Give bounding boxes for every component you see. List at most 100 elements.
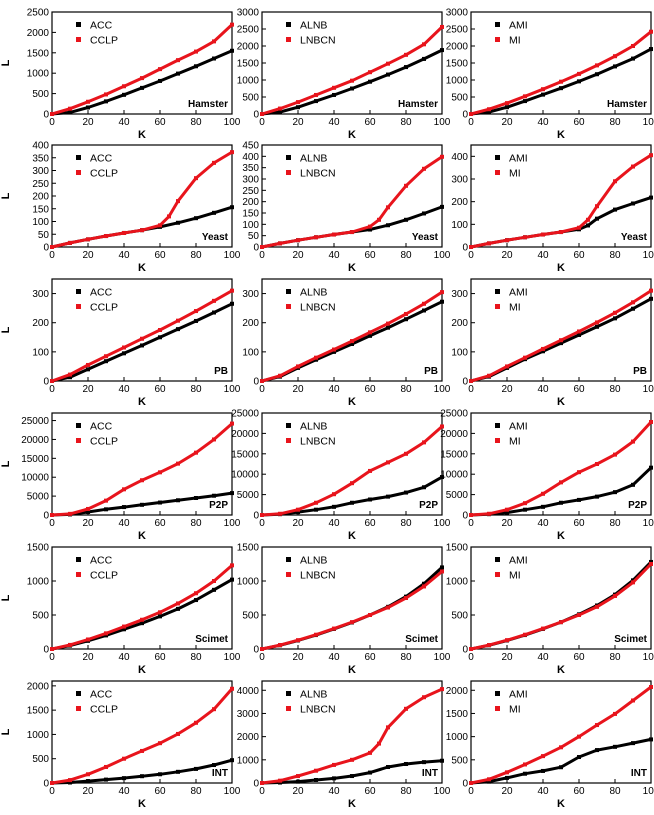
x-tick-label: 0 <box>49 384 55 395</box>
x-tick-label: 60 <box>364 117 376 128</box>
x-tick-label: 20 <box>292 384 304 395</box>
x-tick-label: 0 <box>259 384 265 395</box>
data-point <box>176 71 180 76</box>
data-point <box>332 776 336 781</box>
y-tick-label: 400 <box>32 141 49 152</box>
y-tick-label: 1500 <box>27 706 50 717</box>
y-tick-label: 10000 <box>440 470 468 481</box>
x-tick-label: 100 <box>224 518 241 529</box>
y-tick-label: 2000 <box>27 28 50 39</box>
data-point <box>86 99 90 104</box>
x-tick-label: 100 <box>643 384 654 395</box>
data-point <box>68 106 72 111</box>
y-tick-label: 500 <box>242 93 259 104</box>
data-point <box>212 210 216 215</box>
data-point <box>158 741 162 746</box>
y-tick-label: 1000 <box>237 755 260 766</box>
legend-marker <box>286 706 291 711</box>
series-line <box>50 150 234 249</box>
data-point <box>122 756 126 761</box>
data-point <box>230 686 234 691</box>
data-point <box>50 647 54 651</box>
x-tick-label: 20 <box>82 250 94 261</box>
x-tick-label: 20 <box>501 250 513 261</box>
y-tick-label: 0 <box>462 110 468 121</box>
dataset-label: Yeast <box>412 232 439 243</box>
data-point <box>595 494 599 499</box>
x-tick-label: 20 <box>501 117 513 128</box>
dataset-label: INT <box>631 768 647 779</box>
data-point <box>422 695 426 700</box>
data-point <box>278 511 282 516</box>
data-point <box>368 750 372 755</box>
data-point <box>595 216 599 221</box>
data-point <box>167 214 171 219</box>
legend-label: ALNB <box>300 555 327 567</box>
series-line <box>260 155 444 249</box>
x-axis-title: K <box>138 262 146 274</box>
data-point <box>176 769 180 774</box>
data-point <box>194 450 198 455</box>
y-tick-label: 2500 <box>237 25 260 36</box>
y-tick-label: 20000 <box>231 429 259 440</box>
y-tick-label: 2500 <box>27 8 50 19</box>
data-point <box>523 99 527 104</box>
data-point <box>559 480 563 485</box>
y-tick-label: 0 <box>43 377 49 388</box>
data-point <box>440 475 444 480</box>
legend-marker <box>495 706 500 711</box>
plot-frame <box>51 11 233 115</box>
data-point <box>368 770 372 775</box>
data-point <box>86 367 90 372</box>
dataset-label: P2P <box>209 500 228 511</box>
plot-frame <box>470 546 652 650</box>
x-tick-label: 80 <box>190 384 202 395</box>
y-tick-label: 1000 <box>446 732 469 743</box>
legend-label: ALNB <box>300 421 327 433</box>
data-point <box>122 487 126 492</box>
data-point <box>260 379 264 383</box>
y-tick-label: 2000 <box>237 42 260 53</box>
legend-label: MI <box>509 704 521 716</box>
dataset-label: Yeast <box>621 232 648 243</box>
data-point <box>595 462 599 466</box>
data-point <box>422 485 426 490</box>
data-point <box>386 72 390 77</box>
legend-label: CCLP <box>90 35 118 47</box>
x-tick-label: 0 <box>49 250 55 261</box>
x-tick-label: 0 <box>259 652 265 663</box>
x-tick-label: 80 <box>609 786 621 797</box>
data-point <box>140 502 144 507</box>
x-tick-label: 80 <box>400 117 412 128</box>
y-tick-label: 1500 <box>237 59 260 70</box>
data-point <box>368 468 372 473</box>
data-point <box>649 153 653 158</box>
y-tick-label: 300 <box>32 166 49 177</box>
data-point <box>350 78 354 83</box>
data-point <box>505 364 509 369</box>
data-point <box>422 301 426 306</box>
data-point <box>332 504 336 509</box>
y-axis-title: L <box>0 728 12 735</box>
x-tick-label: 0 <box>259 786 265 797</box>
chart-panel: 0 500 1000 1500 0 20 40 60 80 100 K L ACC CCLP Scimet <box>0 543 241 677</box>
x-axis-title: K <box>138 396 146 408</box>
y-tick-label: 5000 <box>237 490 260 501</box>
x-tick-label: 80 <box>609 117 621 128</box>
legend-label: AMI <box>509 153 528 165</box>
legend-label: LNBCN <box>300 436 336 448</box>
data-point <box>212 587 216 592</box>
plot-frame <box>470 680 652 784</box>
data-point <box>68 511 72 516</box>
data-point <box>404 490 408 495</box>
x-tick-label: 80 <box>609 652 621 663</box>
data-point <box>314 235 318 240</box>
legend-label: CCLP <box>90 704 118 716</box>
x-axis-title: K <box>348 798 356 810</box>
data-point <box>386 725 390 730</box>
data-point <box>505 101 509 106</box>
x-tick-label: 100 <box>434 117 451 128</box>
data-point <box>230 301 234 306</box>
legend-marker <box>495 289 500 294</box>
x-axis-title: K <box>557 262 565 274</box>
